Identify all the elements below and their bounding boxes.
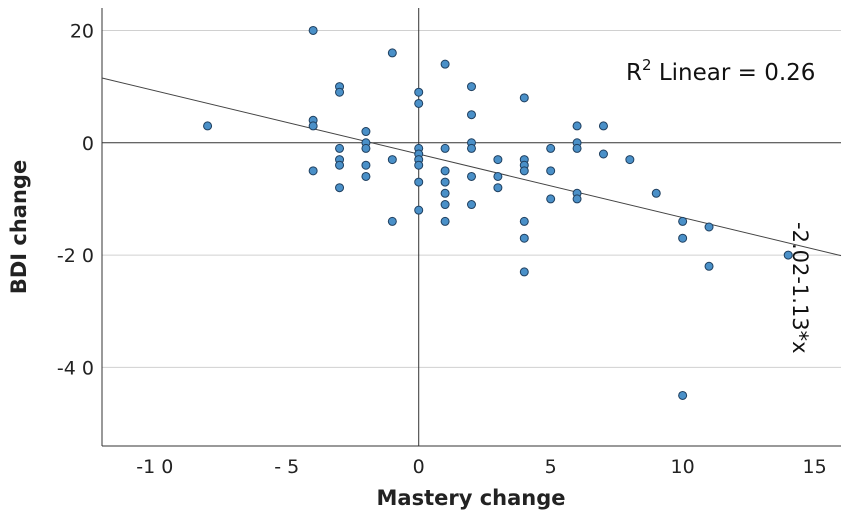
data-point <box>467 171 476 181</box>
data-point <box>572 194 582 204</box>
data-point <box>440 177 450 187</box>
data-point <box>467 82 476 92</box>
data-point <box>704 222 714 232</box>
x-tick-label: -1 0 <box>136 456 173 478</box>
data-point <box>361 127 371 137</box>
data-point <box>704 261 714 271</box>
data-point <box>414 87 424 97</box>
data-point <box>598 149 608 159</box>
data-points <box>203 25 793 400</box>
data-point <box>519 216 529 226</box>
r2-value: Linear = 0.26 <box>652 60 816 86</box>
y-tick-label: 20 <box>70 20 94 42</box>
x-tick-labels: -1 0 - 5 0 5 10 15 <box>136 456 826 478</box>
data-point <box>625 155 635 165</box>
y-tick-label: -2 0 <box>57 245 94 267</box>
data-point <box>440 200 450 210</box>
data-point <box>387 48 397 58</box>
data-point <box>546 166 556 176</box>
gridlines <box>102 29 841 368</box>
data-point <box>440 143 450 153</box>
x-axis-title: Mastery change <box>377 486 566 510</box>
data-point <box>519 166 529 176</box>
r2-base: R <box>626 60 642 86</box>
data-point <box>519 233 529 243</box>
y-axis-title: BDI change <box>7 160 31 294</box>
data-point <box>203 121 213 131</box>
data-point <box>361 171 371 181</box>
data-point <box>493 171 503 181</box>
r2-annotation: R2 Linear = 0.26 <box>626 56 815 86</box>
data-point <box>335 160 345 170</box>
data-point <box>414 205 424 215</box>
data-point <box>493 155 503 165</box>
data-point <box>387 216 397 226</box>
data-point <box>572 143 582 153</box>
data-point <box>414 160 424 170</box>
data-point <box>598 121 608 131</box>
data-point <box>546 143 556 153</box>
data-point <box>493 183 503 193</box>
data-point <box>414 177 424 187</box>
data-point <box>467 110 476 120</box>
y-tick-labels: 20 0 -2 0 -4 0 <box>57 20 94 379</box>
data-point <box>308 121 318 131</box>
data-point <box>440 59 450 69</box>
data-point <box>678 390 688 400</box>
data-point <box>572 121 582 131</box>
data-point <box>308 166 318 176</box>
fit-line-group <box>101 77 842 257</box>
data-point <box>440 166 450 176</box>
plot-area <box>102 8 841 446</box>
data-point <box>651 188 661 198</box>
data-point <box>440 188 450 198</box>
data-point <box>678 233 688 243</box>
data-point <box>308 25 318 35</box>
data-point <box>387 155 397 165</box>
data-point <box>414 98 424 108</box>
x-tick-label: - 5 <box>274 456 299 478</box>
data-point <box>783 250 793 260</box>
r2-superscript: 2 <box>642 56 652 74</box>
x-tick-label: 5 <box>545 456 557 478</box>
fit-equation-label: -2.02-1.13*x <box>788 222 812 354</box>
x-tick-label: 10 <box>671 456 695 478</box>
fit-line <box>101 77 842 257</box>
data-point <box>440 216 450 226</box>
data-point <box>467 143 476 153</box>
data-point <box>678 216 688 226</box>
data-point <box>467 200 476 210</box>
data-point <box>361 143 371 153</box>
data-point <box>335 183 345 193</box>
y-tick-label: 0 <box>82 133 94 155</box>
x-tick-label: 15 <box>803 456 827 478</box>
data-point <box>335 143 345 153</box>
data-point <box>335 87 345 97</box>
y-tick-label: -4 0 <box>57 357 94 379</box>
data-point <box>361 160 371 170</box>
data-point <box>546 194 556 204</box>
data-point <box>519 93 529 103</box>
x-tick-label: 0 <box>413 456 425 478</box>
data-point <box>519 267 529 277</box>
